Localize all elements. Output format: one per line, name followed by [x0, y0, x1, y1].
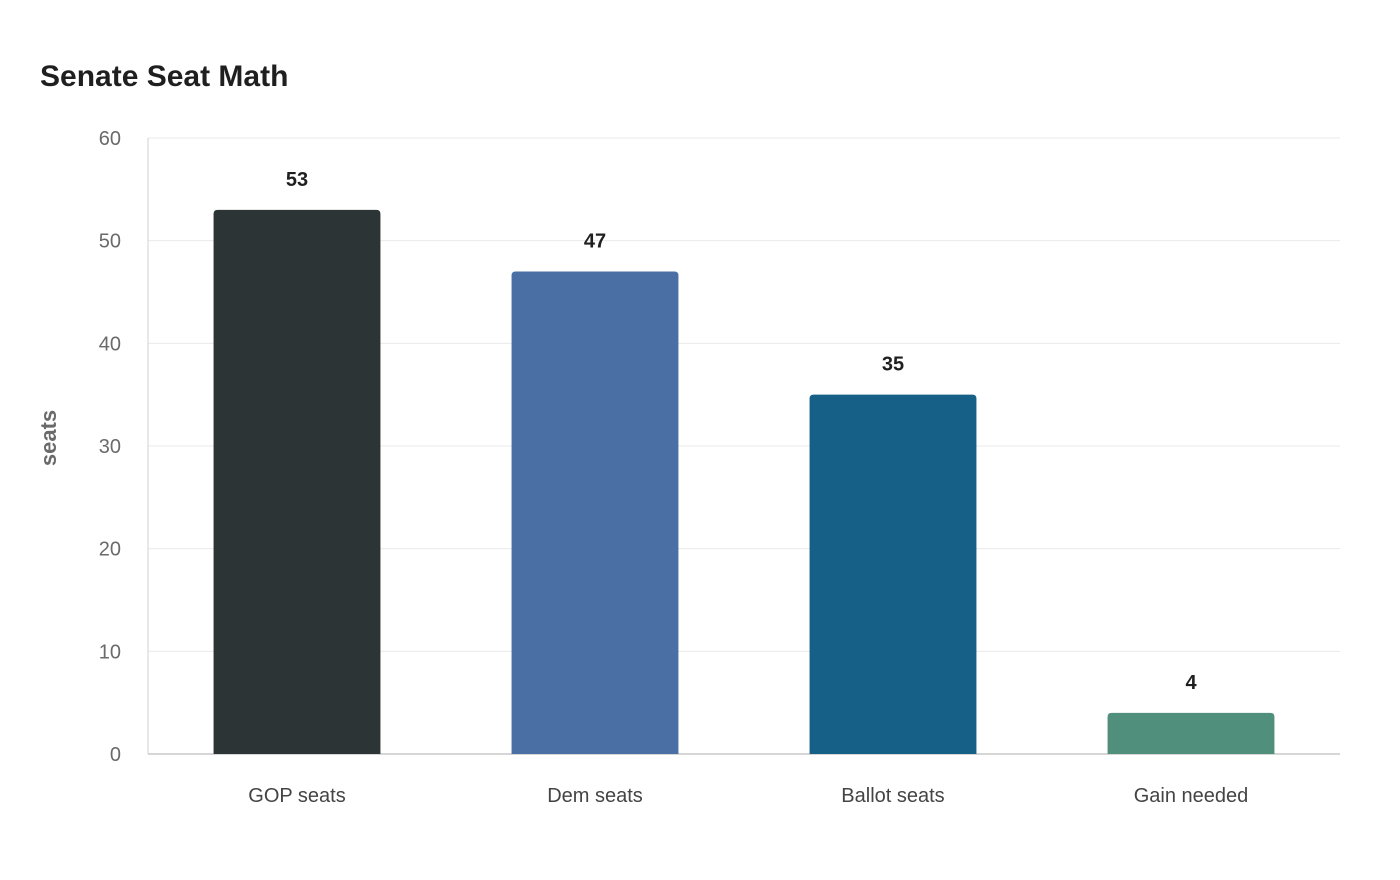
- bar-value-label: 53: [286, 169, 308, 191]
- y-tick-label: 30: [99, 436, 121, 458]
- y-axis-title: seats: [36, 410, 61, 466]
- value-labels: 53 47 35 4: [286, 169, 1198, 694]
- x-tick-label: Dem seats: [547, 785, 643, 807]
- bar: [809, 394, 977, 754]
- y-axis-ticks: 0 10 20 30 40 50 60: [99, 128, 121, 766]
- x-tick-label: Ballot seats: [841, 785, 944, 807]
- bar-value-label: 47: [584, 230, 606, 252]
- y-tick-label: 60: [99, 128, 121, 150]
- y-tick-label: 50: [99, 231, 121, 253]
- x-tick-label: GOP seats: [248, 785, 345, 807]
- chart-title: Senate Seat Math: [40, 60, 289, 93]
- bar-value-label: 4: [1185, 672, 1197, 694]
- bar-value-label: 35: [882, 354, 904, 376]
- y-tick-label: 0: [110, 744, 121, 766]
- x-axis-ticks: GOP seats Dem seats Ballot seats Gain neede…: [248, 785, 1248, 807]
- x-tick-label: Gain needed: [1134, 785, 1249, 807]
- bars: [213, 209, 1275, 754]
- y-tick-label: 20: [99, 539, 121, 561]
- y-tick-label: 40: [99, 333, 121, 355]
- y-tick-label: 10: [99, 641, 121, 663]
- bar: [511, 271, 679, 754]
- bar: [213, 209, 381, 754]
- bar: [1107, 712, 1275, 754]
